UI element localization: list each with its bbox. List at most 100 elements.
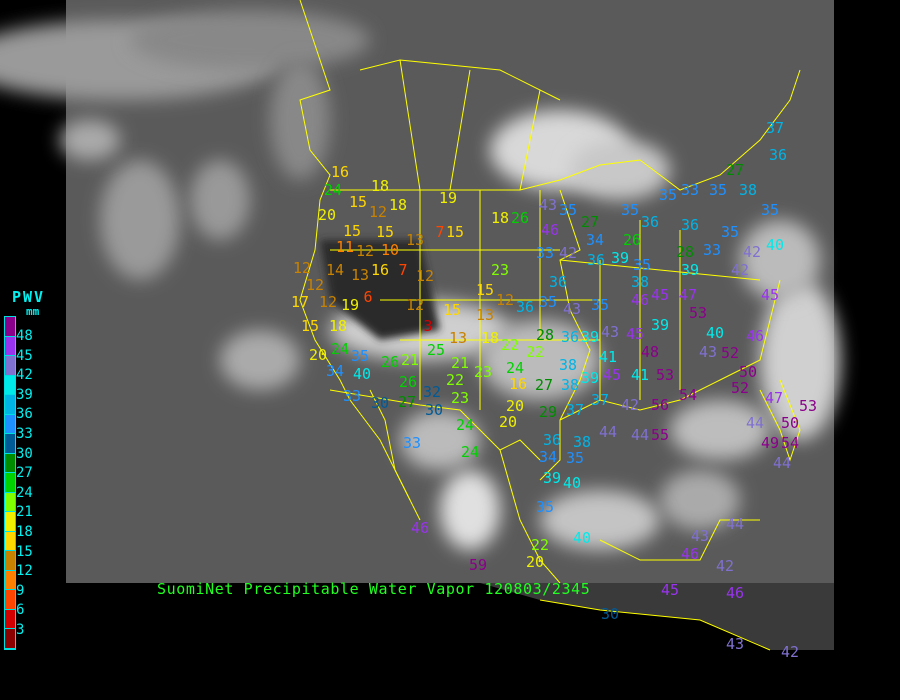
cloud <box>190 160 250 240</box>
cloud <box>270 60 330 180</box>
legend-swatch <box>5 492 15 512</box>
boundary-line <box>759 379 801 462</box>
legend-label: 6 <box>16 602 25 619</box>
legend-swatch <box>5 570 15 590</box>
station-pwv-value: 26 <box>623 231 641 249</box>
station-pwv-value: 45 <box>651 286 669 304</box>
boundary-line <box>539 189 591 481</box>
station-pwv-value: 15 <box>301 317 319 335</box>
station-pwv-value: 39 <box>611 249 629 267</box>
station-pwv-value: 20 <box>318 206 336 224</box>
station-pwv-value: 36 <box>543 431 561 449</box>
station-pwv-value: 43 <box>539 196 557 214</box>
station-pwv-value: 12 <box>293 259 311 277</box>
station-pwv-value: 10 <box>381 241 399 259</box>
station-pwv-value: 12 <box>406 296 424 314</box>
station-pwv-value: 33 <box>403 434 421 452</box>
station-pwv-value: 47 <box>765 389 783 407</box>
cloud <box>440 470 500 550</box>
station-pwv-value: 45 <box>761 286 779 304</box>
station-pwv-value: 33 <box>536 244 554 262</box>
station-pwv-value: 36 <box>681 216 699 234</box>
station-pwv-value: 21 <box>451 354 469 372</box>
station-pwv-value: 44 <box>631 426 649 444</box>
boundary-line <box>359 59 561 101</box>
station-pwv-value: 42 <box>559 244 577 262</box>
boundary-lines <box>299 0 801 651</box>
station-pwv-value: 42 <box>743 243 761 261</box>
station-pwv-value: 33 <box>343 387 361 405</box>
station-pwv-value: 12 <box>496 291 514 309</box>
station-pwv-value: 39 <box>651 316 669 334</box>
cloud-layer <box>0 10 840 550</box>
station-pwv-value: 19 <box>341 296 359 314</box>
legend-label: 12 <box>16 563 33 580</box>
station-pwv-value: 35 <box>709 181 727 199</box>
station-pwv-value: 37 <box>566 401 584 419</box>
station-pwv-value: 22 <box>531 536 549 554</box>
station-pwv-value: 20 <box>499 413 517 431</box>
station-pwv-value: 38 <box>573 433 591 451</box>
station-pwv-value: 41 <box>599 348 617 366</box>
legend-swatch <box>5 609 15 629</box>
station-pwv-value: 37 <box>591 391 609 409</box>
station-pwv-value: 15 <box>443 301 461 319</box>
legend-label: 18 <box>16 524 33 540</box>
station-pwv-value: 46 <box>726 584 744 602</box>
station-pwv-value: 35 <box>621 201 639 219</box>
station-pwv-value: 45 <box>626 325 644 343</box>
cloud <box>570 140 670 200</box>
station-pwv-value: 53 <box>799 397 817 415</box>
station-pwv-value: 13 <box>449 329 467 347</box>
station-pwv-value: 46 <box>541 221 559 239</box>
legend-swatch <box>5 453 15 473</box>
station-pwv-value: 52 <box>721 344 739 362</box>
station-pwv-value: 53 <box>689 304 707 322</box>
station-pwv-value: 37 <box>766 119 784 137</box>
station-pwv-value: 12 <box>356 242 374 260</box>
station-pwv-value: 26 <box>381 353 399 371</box>
station-pwv-value: 26 <box>511 209 529 227</box>
station-pwv-value: 28 <box>676 243 694 261</box>
station-pwv-value: 17 <box>291 293 309 311</box>
legend-swatch <box>5 336 15 356</box>
station-pwv-value: 45 <box>603 366 621 384</box>
station-pwv-value: 27 <box>726 161 744 179</box>
station-pwv-value: 38 <box>739 181 757 199</box>
station-pwv-value: 43 <box>601 323 619 341</box>
legend-label: 21 <box>16 504 33 521</box>
cloud <box>760 280 840 440</box>
station-pwv-value: 32 <box>423 383 441 401</box>
station-pwv-value: 35 <box>351 347 369 365</box>
pwv-legend: PWV mm 48 45 42 39 36 33 30 27 24 21 18 15 12 9 6 3 <box>4 290 50 670</box>
station-pwv-value: 12 <box>319 293 337 311</box>
station-pwv-value: 13 <box>476 306 494 324</box>
legend-swatch <box>5 434 15 454</box>
station-pwv-value: 20 <box>526 553 544 571</box>
station-pwv-value: 44 <box>746 414 764 432</box>
legend-swatch <box>5 629 15 649</box>
station-pwv-value: 6 <box>363 288 372 306</box>
station-pwv-value: 48 <box>641 343 659 361</box>
boundary-line <box>369 389 411 501</box>
station-pwv-value: 35 <box>559 201 577 219</box>
legend-unit: mm <box>26 305 40 318</box>
station-pwv-value: 26 <box>399 373 417 391</box>
station-pwv-value: 16 <box>331 163 349 181</box>
station-pwv-value: 44 <box>726 515 744 533</box>
boundary-line <box>299 0 421 521</box>
station-pwv-value: 36 <box>561 328 579 346</box>
station-pwv-value: 50 <box>781 414 799 432</box>
cloud <box>60 120 120 160</box>
station-pwv-value: 46 <box>746 327 764 345</box>
station-pwv-value: 15 <box>343 222 361 240</box>
boundary-line <box>329 389 541 461</box>
legend-label: 39 <box>16 386 33 403</box>
boundary-line <box>399 59 421 191</box>
station-pwv-value: 20 <box>506 397 524 415</box>
station-pwv-value: 35 <box>633 256 651 274</box>
station-pwv-value: 12 <box>306 276 324 294</box>
mexico-south-region <box>480 583 834 650</box>
station-pwv-value: 42 <box>781 643 799 661</box>
